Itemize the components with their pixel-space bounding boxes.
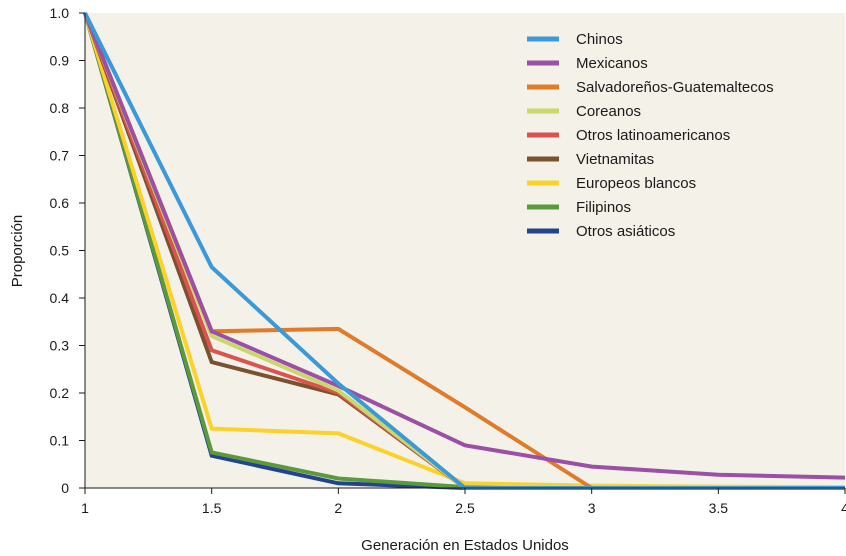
- x-tick-label: 1.5: [202, 500, 222, 516]
- legend: Chinos Mexicanos Salvadoreños-Guatemalteco…: [527, 31, 774, 240]
- x-tick-label: 3: [588, 500, 596, 516]
- y-tick-label: 0: [61, 480, 69, 496]
- y-tick-label: 0.9: [50, 53, 70, 69]
- legend-label: Chinos: [576, 31, 623, 48]
- legend-label: Otros asiáticos: [576, 223, 675, 240]
- y-tick-label: 0.7: [50, 148, 70, 164]
- y-tick-label: 1.0: [50, 5, 70, 21]
- y-tick-label: 0.3: [50, 338, 70, 354]
- y-ticks: 0 0.1 0.2 0.3 0.4 0.5 0.6 0.7 0.8 0.9 1.0: [50, 5, 85, 496]
- series-line-2: [83, 12, 846, 480]
- y-tick-label: 0.5: [50, 243, 70, 259]
- legend-label: Coreanos: [576, 103, 641, 120]
- x-tick-label: 2: [334, 500, 342, 516]
- legend-label: Otros latinoamericanos: [576, 127, 730, 144]
- y-tick-label: 0.1: [50, 433, 70, 449]
- y-axis-title: Proporción: [9, 215, 26, 288]
- y-tick-label: 0.2: [50, 385, 70, 401]
- legend-label: Salvadoreños-Guatemaltecos: [576, 79, 774, 96]
- x-axis-title: Generación en Estados Unidos: [361, 537, 569, 554]
- legend-label: Mexicanos: [576, 55, 648, 72]
- legend-label: Filipinos: [576, 199, 631, 216]
- x-tick-label: 3.5: [709, 500, 729, 516]
- x-tick-label: 2.5: [455, 500, 475, 516]
- y-tick-label: 0.6: [50, 195, 70, 211]
- y-tick-label: 0.8: [50, 100, 70, 116]
- legend-label: Europeos blancos: [576, 175, 696, 192]
- legend-label: Vietnamitas: [576, 151, 654, 168]
- x-ticks: 1 1.5 2 2.5 3 3.5 4: [81, 488, 846, 516]
- y-tick-label: 0.4: [50, 290, 70, 306]
- x-tick-label: 1: [81, 500, 89, 516]
- x-tick-label: 4: [841, 500, 846, 516]
